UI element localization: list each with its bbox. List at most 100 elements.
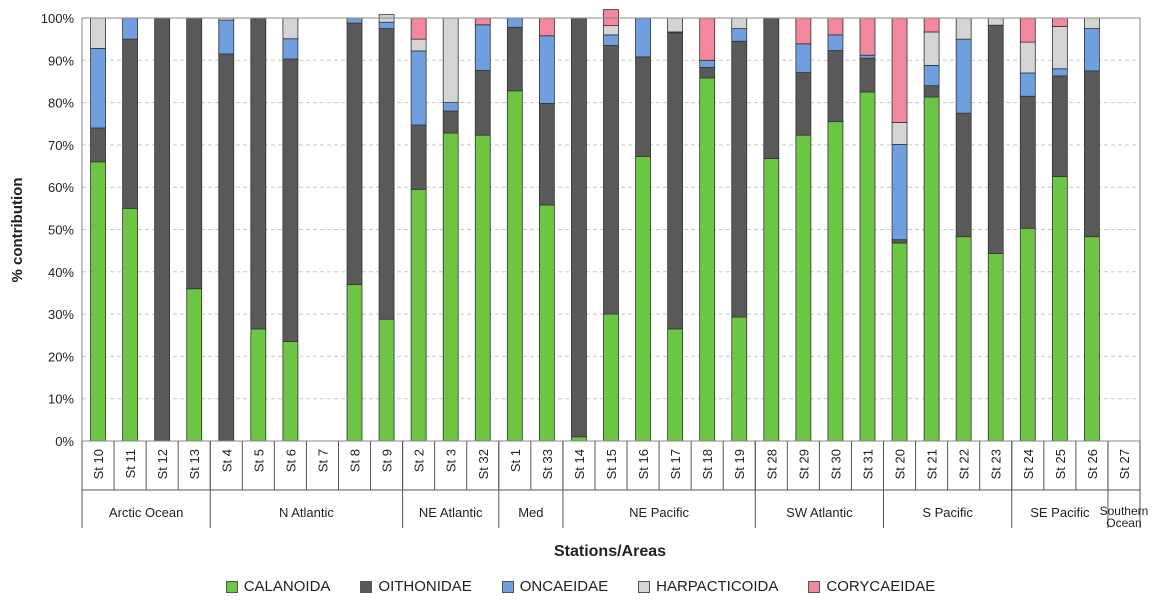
bar-segment <box>378 28 395 320</box>
x-group-label: Southern <box>1100 504 1149 518</box>
legend-label: CALANOIDA <box>243 578 331 595</box>
bar-segment <box>635 17 651 58</box>
bar-segment <box>699 59 716 68</box>
x-tick-label: St 22 <box>957 449 972 479</box>
x-group-label: SW Atlantic <box>786 505 853 520</box>
bar-segment <box>667 17 684 33</box>
legend-item: OITHONIDAE <box>360 578 472 595</box>
bar-segment <box>506 90 523 442</box>
bar-segment <box>474 134 491 442</box>
bar-segment <box>506 17 523 28</box>
bar-segment <box>603 25 619 36</box>
x-tick-label: St 2 <box>412 449 427 472</box>
x-tick-label: St 10 <box>91 449 106 479</box>
x-tick-label: St 5 <box>251 449 266 472</box>
legend-item: ONCAEIDAE <box>501 578 608 595</box>
x-tick-label: St 33 <box>540 449 555 479</box>
bar-segment <box>378 318 395 442</box>
bar-segment <box>955 236 972 442</box>
y-tick-label: 20% <box>48 349 74 364</box>
x-tick-label: St 25 <box>1053 449 1068 479</box>
x-tick-label: St 23 <box>989 449 1004 479</box>
bar-segment <box>795 43 812 73</box>
bar-segment <box>955 112 972 238</box>
y-tick-label: 70% <box>48 138 74 153</box>
bar-segment <box>891 17 908 123</box>
x-tick-label: St 9 <box>380 449 395 472</box>
bar-segment <box>891 242 908 442</box>
bar-segment <box>90 127 106 163</box>
legend-swatch <box>225 580 238 593</box>
bar-segment <box>1051 26 1068 70</box>
bar-segment <box>442 17 459 103</box>
y-tick-label: 40% <box>48 265 74 280</box>
bar-segment <box>827 17 844 36</box>
bar-segment <box>1084 28 1100 72</box>
x-group-label: Arctic Ocean <box>109 505 183 520</box>
x-tick-label: St 29 <box>796 449 811 479</box>
bar-segment <box>282 17 299 40</box>
y-tick-label: 50% <box>48 223 74 238</box>
x-group-label: N Atlantic <box>279 505 334 520</box>
y-tick-label: 90% <box>48 53 74 68</box>
legend-label: CORYCAEIDAE <box>826 578 936 595</box>
bar-segment <box>923 85 940 98</box>
bar-segment <box>571 17 587 438</box>
legend-swatch <box>638 580 651 593</box>
bar-segment <box>442 102 459 112</box>
bar-segment <box>474 17 491 26</box>
bar-segment <box>1051 68 1068 77</box>
bar-segment <box>1019 227 1036 442</box>
bar-segment <box>667 328 684 442</box>
bar-segment <box>859 54 876 59</box>
bar-segment <box>859 17 876 56</box>
x-tick-label: St 11 <box>123 449 138 478</box>
bar-segment <box>827 34 844 51</box>
x-tick-label: St 19 <box>732 449 747 479</box>
legend: CALANOIDA OITHONIDAE ONCAEIDAE HARPACTICOID… <box>0 578 1161 595</box>
x-group-label: NE Pacific <box>629 505 689 520</box>
bar-segment <box>699 77 716 442</box>
x-tick-label: St 7 <box>315 449 330 472</box>
bar-segment <box>1019 17 1036 43</box>
x-tick-label: St 14 <box>572 449 587 479</box>
legend-item: HARPACTICOIDA <box>638 578 778 595</box>
bar-segment <box>122 207 138 442</box>
bar-segment <box>795 72 812 136</box>
bar-segment <box>250 17 267 330</box>
bar-segment <box>731 40 748 318</box>
x-tick-label: St 12 <box>155 449 170 479</box>
bar-segment <box>699 67 716 79</box>
bar-segment <box>410 188 427 442</box>
legend-swatch <box>501 580 514 593</box>
legend-swatch <box>360 580 373 593</box>
x-group-label: S Pacific <box>922 505 973 520</box>
legend-label: OITHONIDAE <box>378 578 472 595</box>
bar-segment <box>923 64 940 87</box>
bar-segment <box>827 121 844 442</box>
y-tick-labels: 0% 10% 20% 30% 40% 50% 60% 70% 80% 90% 100% <box>41 11 75 449</box>
bar-segment <box>955 17 972 40</box>
bar-segment <box>923 96 940 442</box>
bar-segment <box>1051 17 1068 27</box>
bar-segment <box>122 38 138 209</box>
x-tick-label: St 1 <box>508 449 523 472</box>
x-category-labels: St 10 St 11 St 12 St 13 St 4 St 5 St 6 St 7 St 8… <box>81 441 1141 490</box>
bar-segment <box>410 38 427 52</box>
x-group-label: SE Pacific <box>1030 505 1090 520</box>
x-tick-label: St 27 <box>1117 449 1132 479</box>
legend-item: CALANOIDA <box>225 578 331 595</box>
x-tick-label: St 15 <box>604 449 619 479</box>
bar-segment <box>538 103 555 206</box>
bar-segment <box>699 17 716 61</box>
bar-segment <box>1084 70 1100 238</box>
legend-item: CORYCAEIDAE <box>808 578 935 595</box>
bar-segment <box>731 28 748 42</box>
bar-segment <box>346 22 363 285</box>
bar-segment <box>859 91 876 442</box>
y-tick-label: 10% <box>48 392 74 407</box>
bar-segment <box>955 38 972 114</box>
bar-segment <box>923 17 940 33</box>
x-tick-label: St 20 <box>893 449 908 479</box>
bar-segment <box>250 328 267 442</box>
